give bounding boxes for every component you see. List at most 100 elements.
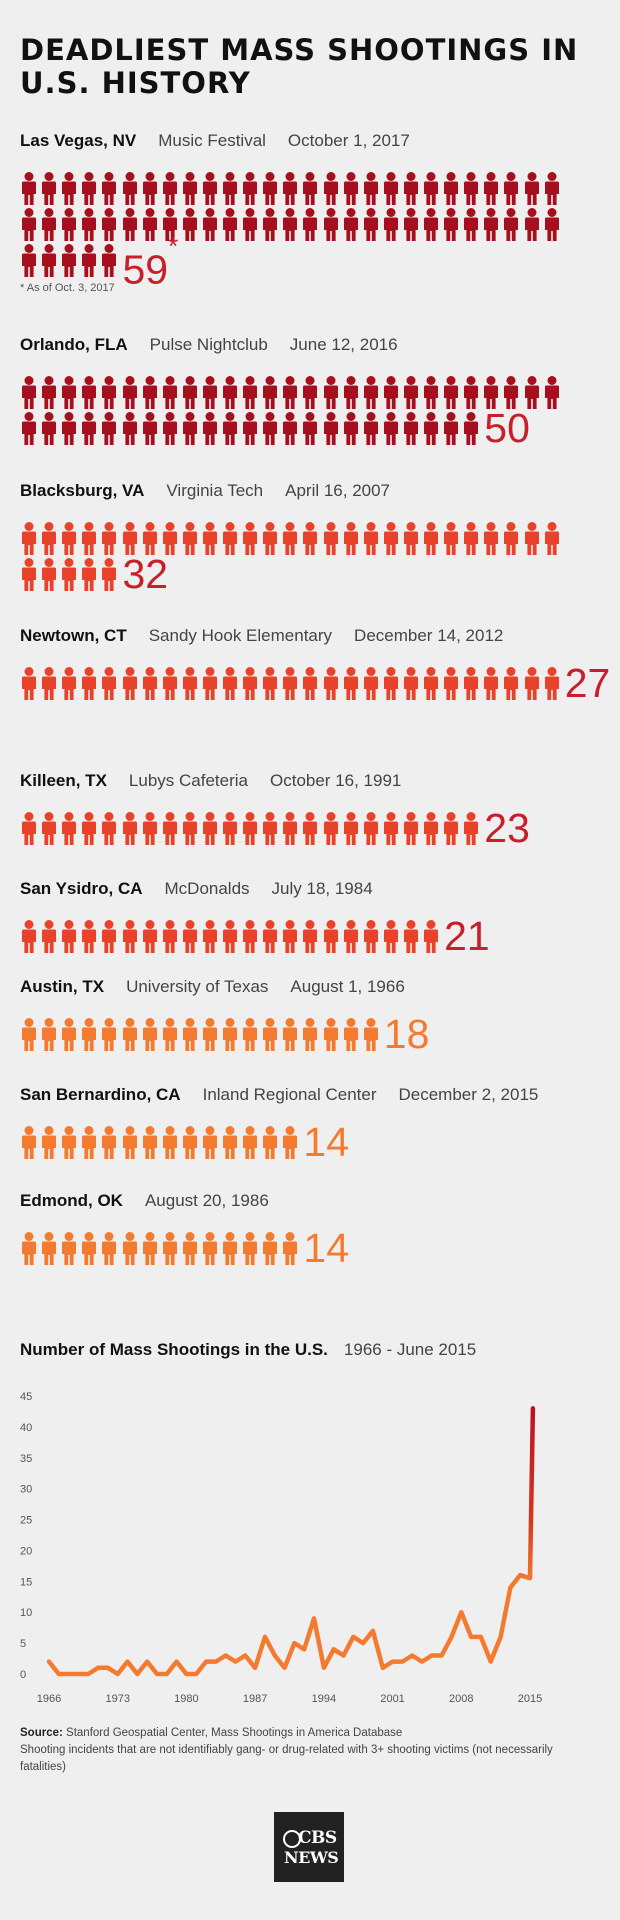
incident-date: December 14, 2012 — [354, 626, 504, 645]
person-icon — [544, 172, 559, 205]
person-icon — [142, 1232, 157, 1265]
person-icon — [62, 172, 77, 205]
person-icon — [263, 376, 278, 409]
person-icon — [363, 812, 378, 845]
person-icon — [403, 667, 418, 700]
person-icon — [343, 1018, 358, 1051]
y-tick-label: 35 — [20, 1453, 32, 1465]
victim-count-value: 23 — [484, 805, 530, 851]
person-icon — [464, 376, 479, 409]
person-icon — [283, 376, 298, 409]
person-icon — [142, 412, 157, 445]
incident-header: Austin, TX University of Texas August 1, 1… — [20, 976, 405, 998]
person-icon — [464, 667, 479, 700]
person-icon — [142, 1018, 157, 1051]
person-icon — [202, 412, 217, 445]
incident-date: December 2, 2015 — [398, 1085, 539, 1104]
person-icon — [162, 920, 177, 953]
person-icon — [303, 667, 318, 700]
person-icon — [102, 244, 117, 277]
person-icon — [343, 172, 358, 205]
victim-count: 59* — [122, 231, 179, 293]
person-icon — [424, 522, 438, 555]
person-icon — [444, 522, 459, 555]
person-icon — [42, 412, 57, 445]
x-tick-label: 1980 — [174, 1693, 198, 1705]
person-icon — [283, 812, 298, 845]
person-icon — [82, 1018, 97, 1051]
y-tick-label: 20 — [20, 1545, 32, 1557]
incident-list: Las Vegas, NV Music Festival October 1, 20… — [20, 131, 611, 1269]
person-icon — [444, 667, 459, 700]
incident-city: Orlando, FLA — [20, 335, 128, 354]
person-icon — [223, 1232, 237, 1265]
incident-venue: Music Festival — [158, 131, 266, 150]
person-icon — [343, 522, 358, 555]
incident-date: July 18, 1984 — [271, 879, 373, 898]
person-icon — [182, 1232, 197, 1265]
person-icon — [22, 1018, 36, 1051]
victim-count: 32 — [123, 554, 169, 595]
person-icon — [42, 244, 57, 277]
victim-count: 23 — [484, 808, 530, 849]
person-icon — [62, 667, 77, 700]
victim-count: 27 — [565, 663, 611, 704]
person-icon — [202, 172, 217, 205]
x-tick-label: 1994 — [312, 1693, 336, 1705]
chart-subtitle: 1966 - June 2015 — [343, 1340, 477, 1359]
person-icon — [263, 522, 278, 555]
person-icon — [424, 920, 438, 953]
logo-line-1: CBS — [298, 1828, 337, 1848]
person-icon — [102, 1232, 117, 1265]
person-icon — [122, 1126, 137, 1159]
victim-count-value: 59 — [122, 246, 169, 293]
person-icon — [343, 412, 358, 445]
person-icon — [323, 208, 338, 241]
person-icon — [42, 812, 57, 845]
person-icon — [102, 208, 117, 241]
person-icon — [22, 812, 36, 845]
person-icon — [22, 1232, 36, 1265]
person-icon — [82, 522, 97, 555]
person-icon — [102, 558, 117, 591]
person-icon — [182, 412, 197, 445]
person-icon — [363, 522, 378, 555]
person-icon — [303, 920, 318, 953]
incident-header: Killeen, TX Lubys Cafeteria October 16, 19… — [20, 770, 401, 792]
person-icon — [22, 208, 36, 241]
person-icon — [102, 1126, 117, 1159]
incident-city: Newtown, CT — [20, 626, 127, 645]
person-icon — [82, 244, 97, 277]
person-icon — [484, 172, 499, 205]
person-icon — [62, 812, 77, 845]
incident-header: Blacksburg, VA Virginia Tech April 16, 200… — [20, 480, 390, 502]
incident-header: Orlando, FLA Pulse Nightclub June 12, 2016 — [20, 334, 398, 356]
person-icon — [22, 244, 36, 277]
person-icon — [343, 812, 358, 845]
person-icon — [243, 667, 258, 700]
incident-footnote: * As of Oct. 3, 2017 — [20, 282, 115, 294]
person-icon — [162, 376, 177, 409]
person-icon — [444, 412, 459, 445]
person-icon — [524, 667, 539, 700]
person-icon — [162, 208, 177, 241]
person-icon — [524, 522, 539, 555]
person-icon — [42, 208, 57, 241]
person-icon — [283, 522, 298, 555]
person-icon — [544, 522, 559, 555]
person-icon — [283, 1018, 298, 1051]
x-tick-label: 2008 — [449, 1693, 473, 1705]
person-icon — [42, 558, 57, 591]
person-icon — [122, 172, 137, 205]
person-icon — [62, 1232, 77, 1265]
person-icon — [444, 172, 459, 205]
person-icon — [122, 812, 137, 845]
victim-count-asterisk: * — [168, 231, 179, 261]
person-icon — [343, 376, 358, 409]
person-icon — [363, 1018, 378, 1051]
person-icon — [162, 1126, 177, 1159]
victim-count: 50 — [484, 408, 530, 449]
cbs-eye-icon — [283, 1830, 301, 1848]
person-icon — [62, 376, 77, 409]
person-icon — [504, 667, 519, 700]
